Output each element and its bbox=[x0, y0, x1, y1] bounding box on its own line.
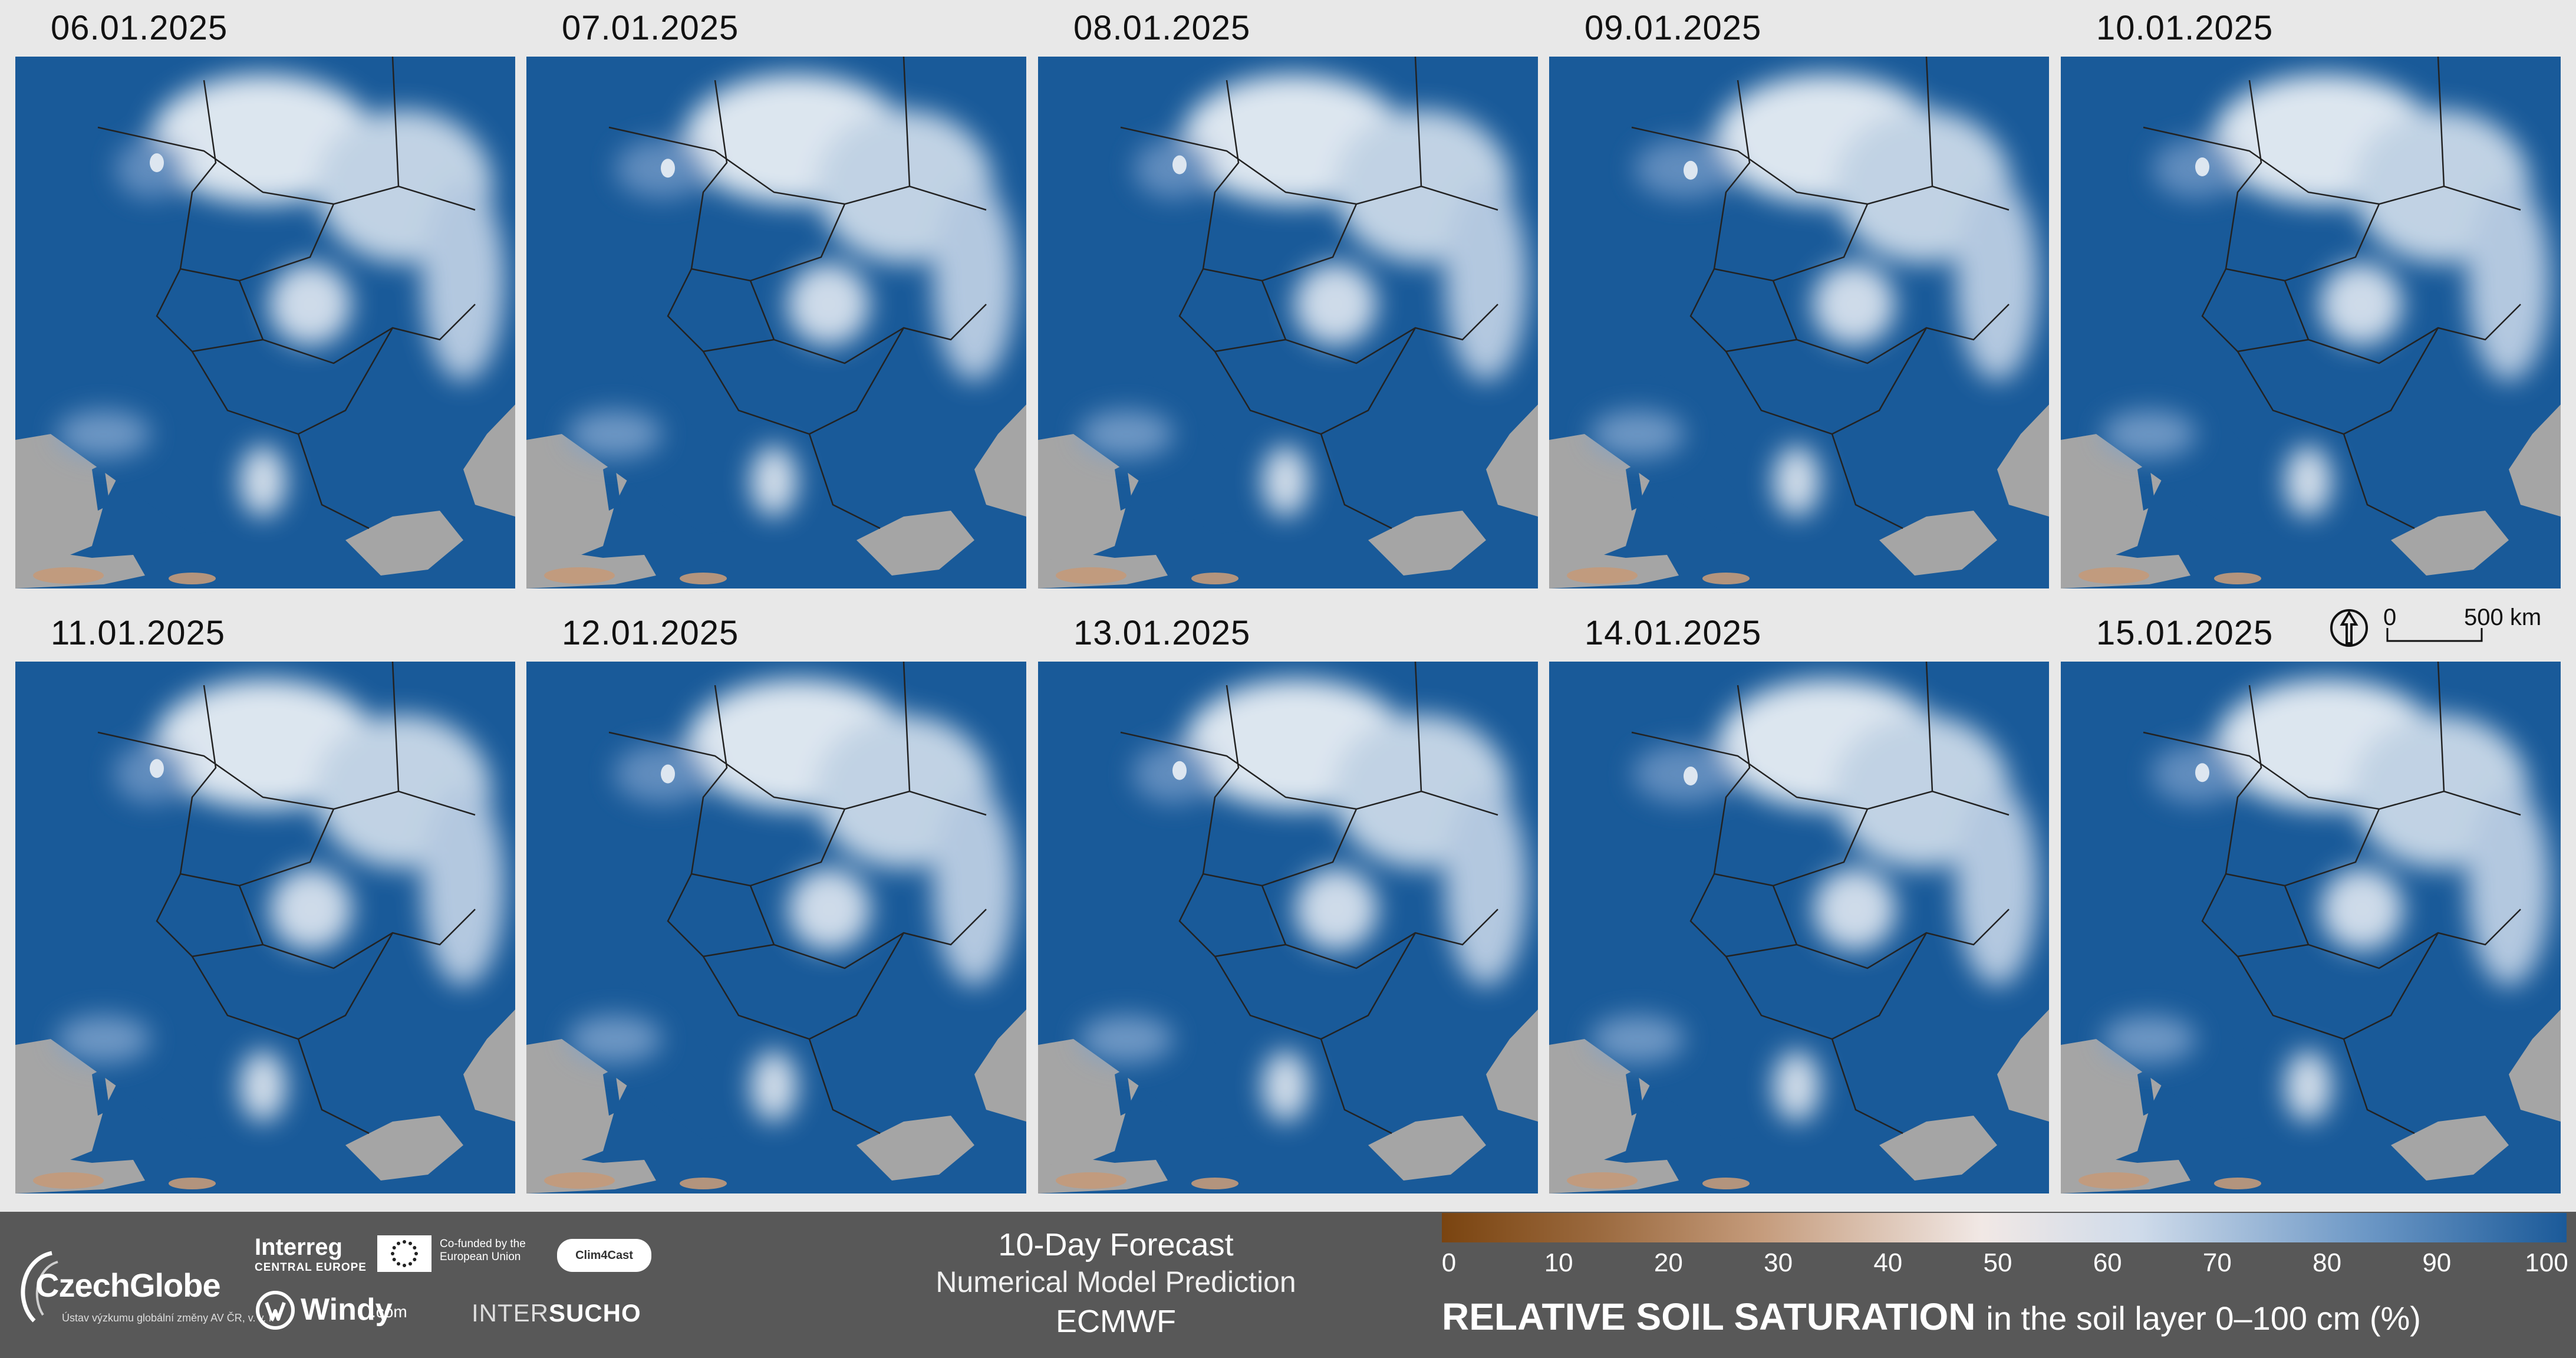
map-panel: 09.01.2025 bbox=[1549, 9, 2049, 588]
soil-saturation-map bbox=[526, 662, 1026, 1193]
map-panel: 08.01.2025 bbox=[1038, 9, 1538, 588]
map-date-label: 13.01.2025 bbox=[1073, 614, 1251, 652]
map-panel: 14.01.2025 bbox=[1549, 614, 2049, 1193]
scale-distance: 500 km bbox=[2464, 604, 2542, 630]
cofunded-text: Co-funded by the European Union bbox=[440, 1238, 526, 1263]
colorbar-title: RELATIVE SOIL SATURATION in the soil lay… bbox=[1442, 1295, 2421, 1339]
windy-suffix: .com bbox=[371, 1303, 407, 1321]
map-date-label: 08.01.2025 bbox=[1073, 9, 1251, 47]
windy-logo-icon bbox=[256, 1291, 295, 1330]
map-panel: 12.01.2025 bbox=[526, 614, 1026, 1193]
czechglobe-name: CzechGlobe bbox=[35, 1267, 221, 1304]
colorbar-tick-label: 20 bbox=[1653, 1248, 1683, 1277]
interreg-logo: Interreg bbox=[255, 1234, 342, 1260]
map-date-label: 06.01.2025 bbox=[51, 9, 228, 47]
colorbar-tick-label: 10 bbox=[1544, 1248, 1573, 1277]
map-date-label: 12.01.2025 bbox=[562, 614, 739, 652]
windy-name: Windy bbox=[301, 1293, 393, 1327]
soil-saturation-map bbox=[1038, 57, 1538, 588]
colorbar-tick-label: 80 bbox=[2313, 1248, 2342, 1277]
map-date-label: 14.01.2025 bbox=[1585, 614, 1762, 652]
colorbar-tick-label: 50 bbox=[1983, 1248, 2012, 1277]
map-date-label: 07.01.2025 bbox=[562, 9, 739, 47]
intersucho-b: SUCHO bbox=[549, 1299, 641, 1327]
soil-saturation-map bbox=[15, 57, 515, 588]
map-panel: 11.01.2025 bbox=[15, 614, 515, 1193]
forecast-model: ECMWF bbox=[1056, 1304, 1176, 1339]
colorbar-tick-label: 0 bbox=[1441, 1248, 1457, 1277]
map-panel: 13.01.2025 bbox=[1038, 614, 1538, 1193]
forecast-title: 10-Day Forecast bbox=[998, 1227, 1234, 1262]
colorbar-tick-label: 30 bbox=[1764, 1248, 1793, 1277]
soil-saturation-map bbox=[526, 57, 1026, 588]
map-panel: 07.01.2025 bbox=[526, 9, 1026, 588]
czechglobe-logo-icon bbox=[21, 1251, 58, 1323]
colorbar-title-rest: in the soil layer 0–100 cm (%) bbox=[1986, 1300, 2421, 1337]
map-date-label: 09.01.2025 bbox=[1585, 9, 1762, 47]
soil-saturation-map bbox=[1549, 662, 2049, 1193]
forecast-subtitle: Numerical Model Prediction bbox=[935, 1265, 1296, 1298]
soil-saturation-map bbox=[2061, 662, 2561, 1193]
map-date-label: 15.01.2025 bbox=[2096, 614, 2274, 652]
soil-saturation-map bbox=[15, 662, 515, 1193]
map-panel: 10.01.2025 bbox=[2061, 9, 2561, 588]
clim4cast-logo: Clim4Cast bbox=[557, 1239, 651, 1272]
colorbar-tick-label: 90 bbox=[2422, 1248, 2452, 1277]
scale-zero: 0 bbox=[2383, 604, 2397, 630]
soil-saturation-map bbox=[1038, 662, 1538, 1193]
map-date-label: 10.01.2025 bbox=[2096, 9, 2274, 47]
map-date-label: 11.01.2025 bbox=[51, 614, 225, 652]
map-panel: 15.01.2025 bbox=[2061, 614, 2561, 1193]
colorbar-title-bold: RELATIVE SOIL SATURATION bbox=[1442, 1295, 1976, 1338]
intersucho-logo: INTERSUCHO bbox=[472, 1299, 641, 1327]
colorbar-tick-label: 70 bbox=[2202, 1248, 2232, 1277]
forecast-map-grid: 06.01.2025 bbox=[15, 9, 2561, 1193]
colorbar-tick-label: 40 bbox=[1873, 1248, 1903, 1277]
soil-saturation-map bbox=[1549, 57, 2049, 588]
intersucho-a: INTER bbox=[472, 1299, 549, 1327]
colorbar-tick-label: 100 bbox=[2525, 1248, 2568, 1277]
scale-bar: 0 500 km bbox=[2328, 604, 2552, 652]
soil-saturation-map bbox=[2061, 57, 2561, 588]
colorbar bbox=[1442, 1213, 2567, 1242]
colorbar-tick-label: 60 bbox=[2093, 1248, 2122, 1277]
north-arrow-icon bbox=[2330, 609, 2483, 647]
interreg-subtitle: CENTRAL EUROPE bbox=[255, 1261, 367, 1274]
eu-flag-icon bbox=[377, 1235, 431, 1272]
map-panel: 06.01.2025 bbox=[15, 9, 515, 588]
czechglobe-subtitle: Ústav výzkumu globální změny AV ČR, v. v… bbox=[62, 1312, 275, 1324]
